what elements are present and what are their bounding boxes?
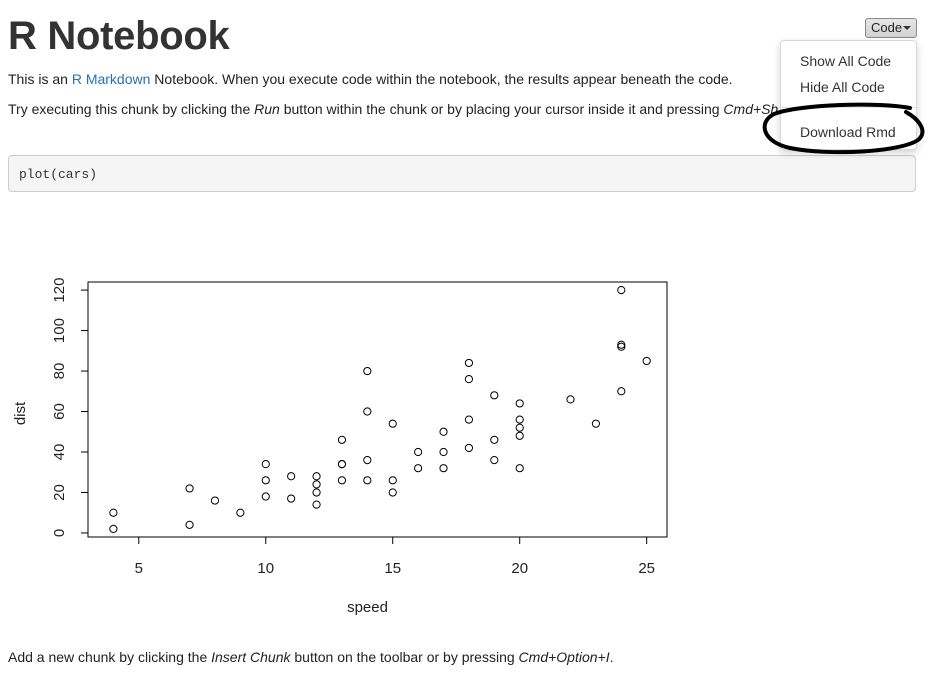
- data-point: [363, 476, 372, 485]
- instructions-text-2: button within the chunk or by placing yo…: [279, 101, 724, 117]
- run-word: Run: [254, 101, 280, 117]
- data-point: [515, 431, 524, 440]
- circle-annotation-icon: [762, 102, 925, 155]
- x-tick-label: 10: [257, 560, 274, 577]
- y-tick-label: 0: [51, 529, 68, 537]
- data-point: [261, 476, 270, 485]
- data-point: [261, 492, 270, 501]
- data-point: [261, 460, 270, 469]
- instructions-text-1: Try executing this chunk by clicking the: [8, 101, 255, 117]
- data-point: [312, 488, 321, 497]
- menu-divider: [781, 107, 916, 108]
- footer-text-1: Add a new chunk by clicking the: [8, 649, 212, 665]
- x-tick-label: 5: [135, 560, 143, 577]
- data-point: [109, 508, 118, 517]
- data-point: [490, 391, 499, 400]
- menu-item-hide-all-code[interactable]: Hide All Code: [800, 79, 885, 95]
- data-point: [515, 399, 524, 408]
- data-point: [464, 443, 474, 453]
- data-point: [312, 500, 321, 509]
- data-point: [464, 415, 474, 424]
- x-tick-label: 20: [511, 560, 528, 577]
- y-tick-label: 20: [51, 484, 68, 501]
- y-tick-label: 40: [51, 444, 68, 461]
- data-point: [515, 423, 524, 432]
- data-point: [439, 464, 448, 473]
- data-point: [490, 455, 499, 465]
- y-tick-label: 120: [51, 278, 68, 303]
- data-point: [490, 435, 499, 444]
- page-title: R Notebook: [8, 14, 230, 58]
- menu-item-download-rmd[interactable]: Download Rmd: [800, 124, 896, 140]
- data-point: [439, 447, 448, 457]
- x-axis-label: speed: [347, 599, 388, 616]
- instructions-paragraph: Try executing this chunk by clicking the…: [8, 101, 778, 117]
- intro-paragraph: This is an R Markdown Notebook. When you…: [8, 71, 733, 87]
- y-tick-label: 80: [51, 363, 68, 380]
- data-point: [388, 419, 397, 428]
- data-point: [388, 476, 397, 485]
- data-point: [337, 476, 347, 485]
- data-point: [363, 455, 372, 465]
- data-point: [515, 415, 524, 424]
- data-point: [363, 366, 372, 376]
- intro-text-after: Notebook. When you execute code within t…: [150, 71, 733, 87]
- data-point: [591, 419, 600, 428]
- code-button-label: Code: [871, 20, 903, 35]
- intro-text-before: This is an: [8, 71, 72, 87]
- footer-text-2: button on the toolbar or by pressing: [290, 649, 519, 665]
- data-point: [185, 520, 194, 529]
- data-point: [414, 464, 423, 473]
- data-point: [337, 460, 347, 469]
- menu-item-show-all-code[interactable]: Show All Code: [800, 53, 892, 69]
- code-chunk[interactable]: plot(cars): [8, 155, 916, 192]
- footer-text-3: .: [609, 649, 614, 665]
- plot-frame: [87, 281, 668, 538]
- data-point: [617, 340, 626, 349]
- data-point: [287, 494, 296, 503]
- data-point: [312, 472, 321, 481]
- scatter-plot: 5 10 15 20 25 0 20 40 60 80 100 120 speed dist: [12, 278, 668, 616]
- data-point: [515, 464, 524, 473]
- y-tick-label: 60: [51, 403, 68, 420]
- code-dropdown-button[interactable]: Code: [865, 18, 917, 38]
- data-point: [312, 480, 321, 489]
- data-point: [464, 358, 474, 368]
- caret-down-icon: [903, 26, 911, 30]
- data-point: [363, 407, 372, 416]
- r-markdown-link[interactable]: R Markdown: [71, 71, 151, 87]
- data-point: [414, 447, 423, 457]
- x-tick-label: 25: [638, 560, 655, 577]
- data-point: [617, 387, 626, 396]
- insert-shortcut: Cmd+Option+I: [518, 649, 610, 665]
- data-point: [464, 375, 474, 384]
- data-point: [566, 395, 575, 404]
- y-axis-label: dist: [12, 401, 29, 425]
- data-point: [642, 356, 651, 366]
- data-point: [337, 435, 347, 444]
- data-point: [236, 508, 245, 517]
- data-point: [388, 488, 397, 497]
- footer-paragraph: Add a new chunk by clicking the Insert C…: [8, 649, 614, 665]
- x-tick-label: 15: [384, 560, 401, 577]
- data-point: [210, 496, 220, 505]
- data-point: [617, 285, 626, 295]
- y-tick-label: 100: [51, 318, 68, 343]
- data-point: [109, 524, 118, 534]
- code-dropdown-menu: Show All Code Hide All Code Download Rmd: [780, 40, 917, 150]
- data-point: [439, 427, 448, 436]
- run-shortcut: Cmd+Shift+Enter: [723, 101, 778, 117]
- data-point: [185, 484, 194, 493]
- insert-chunk-word: Insert Chunk: [211, 649, 291, 665]
- code-text[interactable]: plot(cars): [19, 167, 98, 182]
- data-point: [287, 472, 296, 481]
- data-point: [617, 342, 626, 351]
